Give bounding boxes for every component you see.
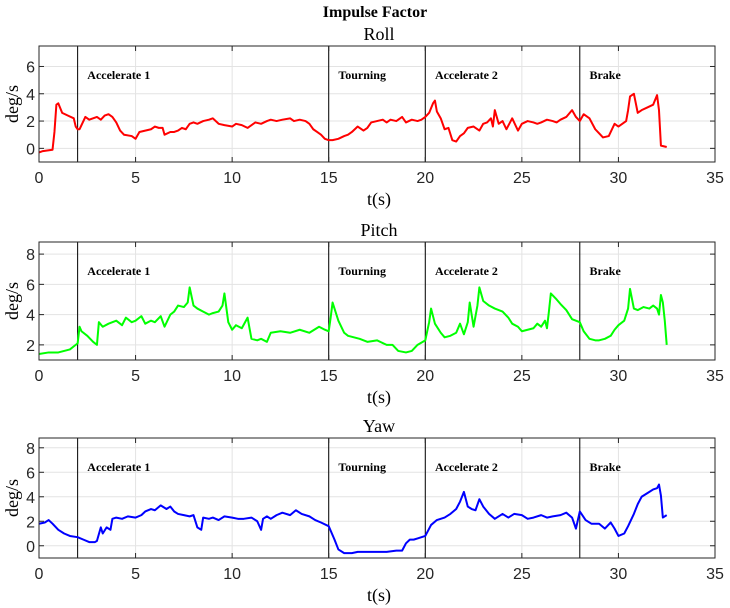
- phase-label: Tourning: [338, 460, 386, 474]
- y-tick-label: 6: [26, 59, 35, 76]
- panel-title: Pitch: [360, 220, 397, 240]
- x-tick-label: 5: [131, 566, 140, 583]
- x-tick-label: 15: [320, 566, 338, 583]
- x-tick-label: 30: [610, 368, 628, 385]
- x-tick-label: 35: [706, 566, 724, 583]
- y-tick-label: 2: [26, 114, 35, 131]
- y-tick-label: 2: [26, 514, 35, 531]
- phase-label: Brake: [589, 264, 621, 278]
- phase-label: Accelerate 2: [435, 460, 498, 474]
- phase-label: Tourning: [338, 264, 386, 278]
- y-tick-label: 0: [26, 539, 35, 556]
- y-tick-label: 6: [26, 465, 35, 482]
- axes-box: [38, 437, 716, 559]
- x-tick-label: 35: [706, 170, 724, 187]
- plot-area: [39, 242, 715, 360]
- figure-title: Impulse Factor: [323, 4, 427, 21]
- x-tick-label: 20: [416, 566, 434, 583]
- x-tick-label: 10: [223, 170, 241, 187]
- x-tick-label: 25: [513, 368, 531, 385]
- axes-box: [38, 241, 716, 361]
- y-tick-label: 6: [26, 277, 35, 294]
- x-tick-label: 35: [706, 368, 724, 385]
- x-tick-label: 25: [513, 566, 531, 583]
- y-tick-label: 0: [26, 141, 35, 158]
- y-axis-label: deg/s: [2, 282, 22, 320]
- y-tick-label: 8: [26, 441, 35, 458]
- plot-area: [39, 438, 715, 558]
- phase-label: Accelerate 1: [87, 68, 150, 82]
- panel-roll: Accelerate 1 Tourning Accelerate 2 Brake 0 5 1…: [2, 24, 724, 210]
- x-axis-label: t(s): [367, 387, 391, 408]
- series-line-pitch: [38, 286, 668, 355]
- series-line-roll: [38, 92, 667, 154]
- y-tick-label: 8: [26, 247, 35, 264]
- phase-label: Brake: [589, 460, 621, 474]
- x-tick-label: 15: [320, 368, 338, 385]
- x-tick-label: 0: [35, 566, 44, 583]
- phase-label: Accelerate 1: [87, 264, 150, 278]
- phase-label: Accelerate 2: [435, 264, 498, 278]
- y-tick-label: 2: [26, 338, 35, 355]
- series-line-yaw: [38, 483, 668, 555]
- panel-title: Yaw: [363, 416, 395, 436]
- phase-label: Brake: [589, 68, 621, 82]
- y-tick-label: 4: [26, 490, 35, 507]
- x-tick-label: 5: [131, 170, 140, 187]
- axes-box: [38, 45, 716, 163]
- x-tick-label: 20: [416, 368, 434, 385]
- x-axis-label: t(s): [367, 585, 391, 606]
- x-tick-label: 25: [513, 170, 531, 187]
- x-tick-label: 0: [35, 170, 44, 187]
- phase-label: Tourning: [338, 68, 386, 82]
- x-tick-label: 30: [610, 170, 628, 187]
- x-tick-label: 10: [223, 566, 241, 583]
- x-tick-label: 30: [610, 566, 628, 583]
- panel-yaw: Accelerate 1 Tourning Accelerate 2 Brake 0 5 1…: [2, 416, 724, 606]
- x-tick-label: 20: [416, 170, 434, 187]
- y-tick-label: 4: [26, 87, 35, 104]
- y-axis-label: deg/s: [2, 85, 22, 123]
- plot-area: [39, 46, 715, 162]
- phase-label: Accelerate 1: [87, 460, 150, 474]
- panel-title: Roll: [363, 24, 394, 44]
- phase-label: Accelerate 2: [435, 68, 498, 82]
- x-tick-label: 0: [35, 368, 44, 385]
- y-axis-label: deg/s: [2, 479, 22, 517]
- x-tick-label: 10: [223, 368, 241, 385]
- x-tick-label: 5: [131, 368, 140, 385]
- x-axis-label: t(s): [367, 189, 391, 210]
- panel-pitch: Accelerate 1 Tourning Accelerate 2 Brake 0 5 1…: [2, 220, 724, 408]
- y-tick-label: 4: [26, 308, 35, 325]
- x-tick-label: 15: [320, 170, 338, 187]
